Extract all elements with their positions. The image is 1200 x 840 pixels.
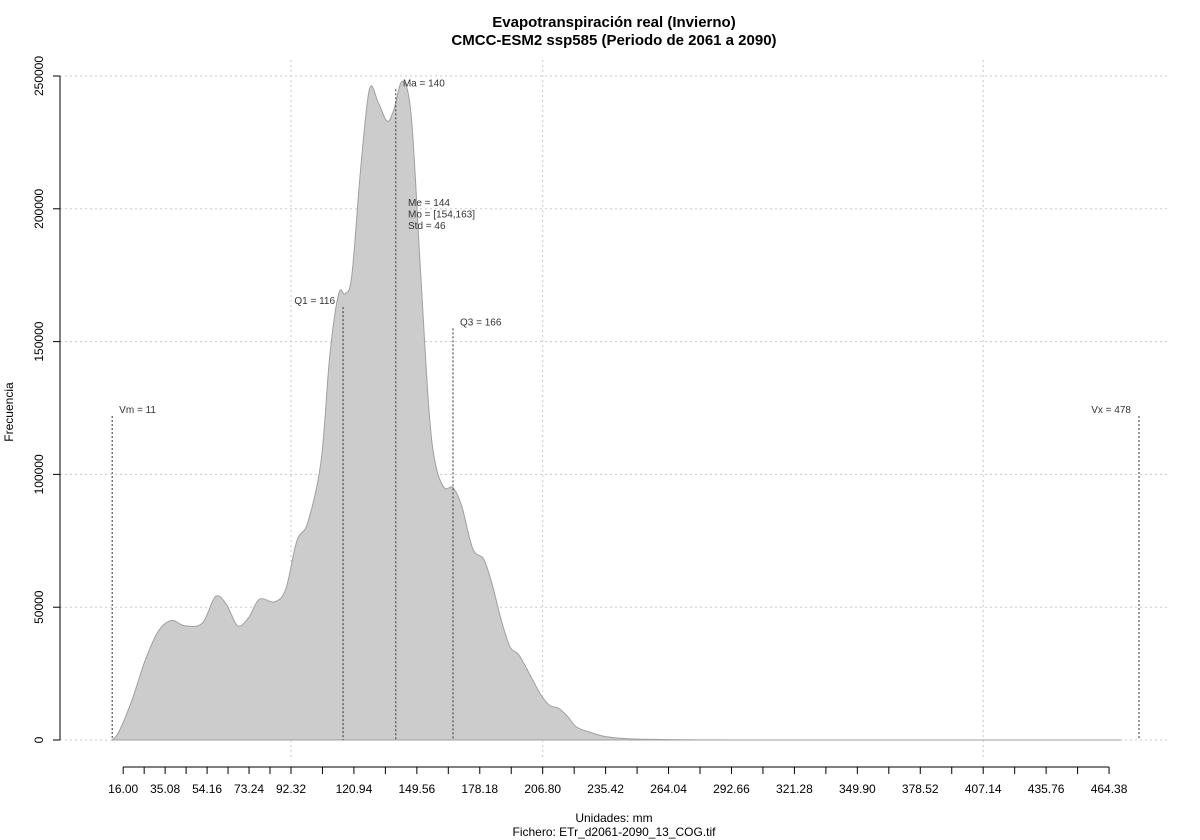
x-tick-label: 92.32 <box>276 782 306 796</box>
y-tick-label: 150000 <box>32 321 46 361</box>
x-tick-label: 292.66 <box>713 782 750 796</box>
chart-subtitle: CMCC-ESM2 ssp585 (Periodo de 2061 a 2090… <box>451 32 776 49</box>
density-curve <box>111 80 1122 741</box>
x-tick-label: 321.28 <box>776 782 813 796</box>
reference-line-label: Q3 = 166 <box>460 317 502 328</box>
x-tick-label: 178.18 <box>461 782 498 796</box>
y-axis-label: Frecuencia <box>2 382 16 442</box>
stat-label: Me = 144 <box>408 198 450 209</box>
stat-label: Mo = [154,163] <box>408 210 475 221</box>
x-tick-label: 264.04 <box>650 782 687 796</box>
x-tick-label: 407.14 <box>965 782 1002 796</box>
x-tick-label: 349.90 <box>839 782 876 796</box>
grid <box>60 60 1170 760</box>
x-tick-label: 54.16 <box>192 782 222 796</box>
stat-label: Std = 46 <box>408 221 446 232</box>
x-tick-label: 149.56 <box>398 782 435 796</box>
reference-line-label: Vx = 478 <box>1091 405 1131 416</box>
y-tick-label: 100000 <box>32 454 46 494</box>
x-tick-label: 464.38 <box>1091 782 1128 796</box>
reference-line-label: Q1 = 116 <box>294 296 335 307</box>
y-tick-label: 0 <box>32 736 46 743</box>
reference-line-label: Vm = 11 <box>119 405 156 416</box>
reference-lines: Vm = 11 Q1 = 116 Ma = 140 Q3 = 166 Vx = 478 <box>111 78 1140 740</box>
reference-line-label: Ma = 140 <box>403 78 445 89</box>
y-tick-label: 200000 <box>32 188 46 228</box>
x-tick-label: 16.00 <box>108 782 138 796</box>
axes: 0 50000 100000 150000 200000 250000 16.00 35.08… <box>32 56 1128 796</box>
y-tick-label: 50000 <box>32 590 46 624</box>
x-tick-label: 120.94 <box>336 782 373 796</box>
x-tick-label: 73.24 <box>234 782 264 796</box>
x-tick-label: 35.08 <box>150 782 180 796</box>
density-area <box>111 80 1122 741</box>
x-tick-label: 378.52 <box>902 782 939 796</box>
footer-filename: Fichero: ETr_d2061-2090_13_COG.tif <box>513 825 717 839</box>
x-tick-label: 435.76 <box>1028 782 1065 796</box>
y-tick-label: 250000 <box>32 56 46 96</box>
x-tick-label: 235.42 <box>587 782 624 796</box>
x-axis-label: Unidades: mm <box>575 811 652 825</box>
chart-title: Evapotranspiración real (Invierno) <box>492 14 735 31</box>
x-tick-label: 206.80 <box>524 782 561 796</box>
